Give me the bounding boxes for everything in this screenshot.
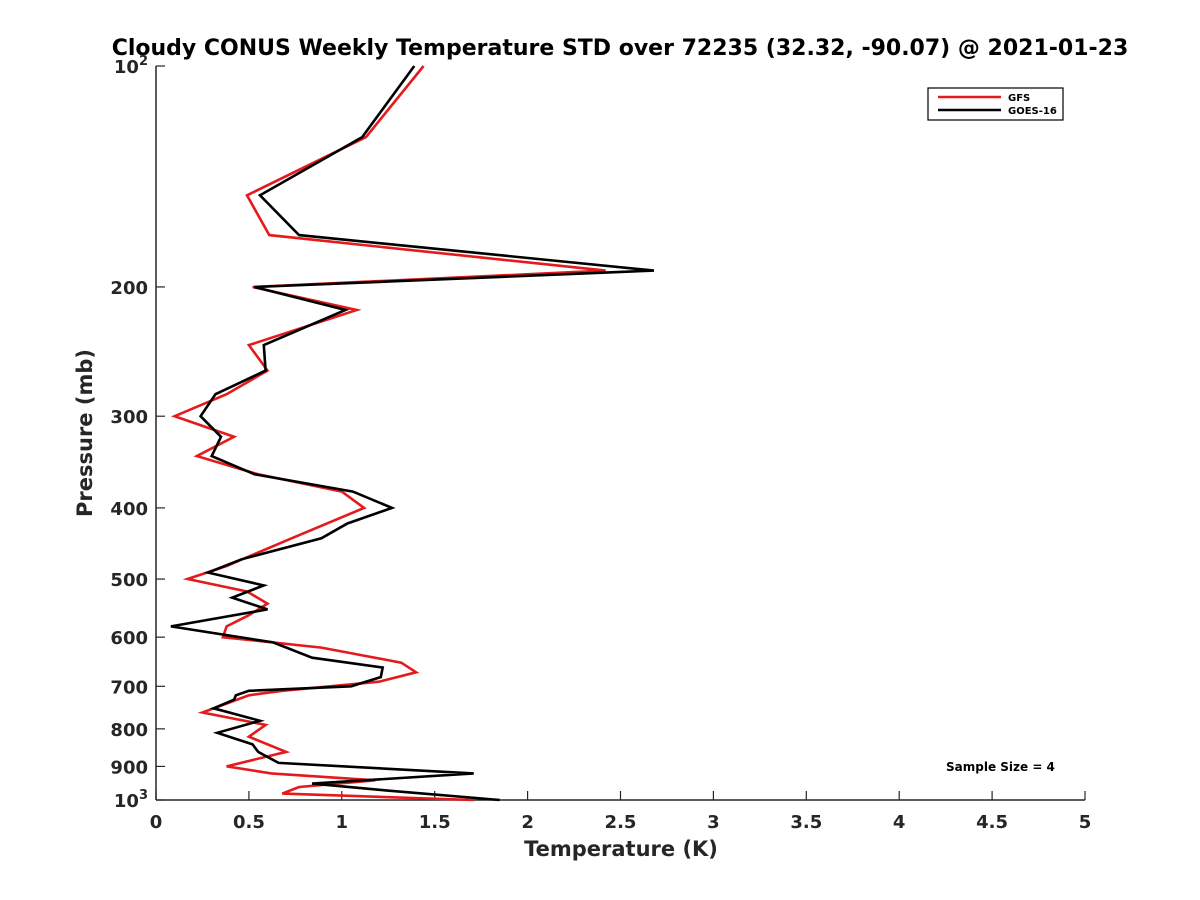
y-tick-label: 200	[110, 278, 148, 299]
y-tick-label: 103	[114, 788, 148, 812]
y-axis-label: Pressure (mb)	[73, 349, 97, 517]
series-layer	[170, 65, 655, 802]
x-tick-label: 4	[893, 812, 906, 833]
x-axis-ticks: 0 0.5 1 1.5 2 2.5 3 3.5 4 4.5 5	[150, 791, 1092, 833]
y-tick-label: 800	[110, 720, 148, 741]
x-tick-label: 5	[1079, 812, 1092, 833]
y-tick-label: 700	[110, 677, 148, 698]
x-tick-label: 2	[521, 812, 534, 833]
y-axis-ticks: 102 200 300 400 500 600 700 800 900 103	[110, 54, 165, 812]
x-tick-label: 2.5	[605, 812, 637, 833]
y-tick-label: 300	[110, 407, 148, 428]
sample-size-annotation: Sample Size = 4	[946, 760, 1055, 774]
y-tick-label: 600	[110, 628, 148, 649]
x-axis-label: Temperature (K)	[524, 837, 718, 861]
x-tick-label: 1	[336, 812, 349, 833]
y-tick-label: 900	[110, 757, 148, 778]
x-tick-label: 0.5	[233, 812, 265, 833]
y-tick-label: 102	[114, 54, 148, 78]
chart-title: Cloudy CONUS Weekly Temperature STD over…	[112, 36, 1129, 61]
legend-label: GFS	[1008, 93, 1030, 104]
x-tick-label: 3.5	[790, 812, 822, 833]
series-line-goes-16	[170, 65, 655, 802]
y-tick-label: 400	[110, 499, 148, 520]
legend-label: GOES-16	[1008, 106, 1057, 117]
x-tick-label: 0	[150, 812, 163, 833]
legend: GFS GOES-16	[927, 87, 1064, 121]
x-tick-label: 3	[707, 812, 720, 833]
legend-box	[927, 87, 1064, 121]
x-tick-label: 1.5	[419, 812, 451, 833]
x-tick-label: 4.5	[976, 812, 1008, 833]
y-tick-label: 500	[110, 570, 148, 591]
